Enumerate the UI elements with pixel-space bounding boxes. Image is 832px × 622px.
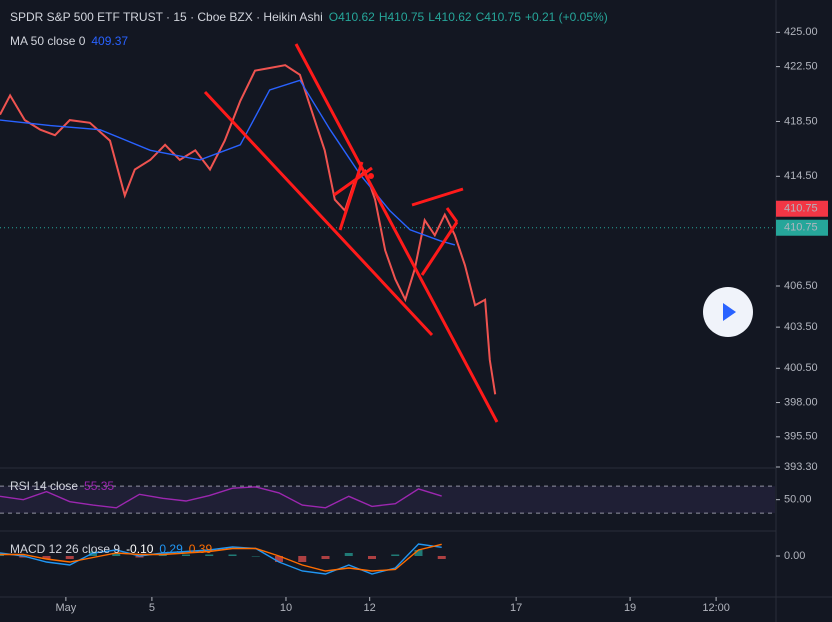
quote: +0.21 (+0.05%) [525,10,608,24]
x-tick-label: 19 [624,602,636,614]
trend-line [411,187,464,207]
price-label-box [776,200,828,217]
histogram-bar [414,550,423,556]
chart-title: SPDR S&P 500 ETF TRUST · 15 · Cboe BZX ·… [10,10,608,24]
trend-line [338,161,364,231]
y-tick-label: 395.50 [784,431,818,443]
legend-name: MACD 12 26 close 9 [10,542,120,556]
y-tick-label: 425.00 [784,26,818,38]
trend-line [445,207,459,223]
histogram-bar [228,554,237,556]
legend-name: RSI 14 close [10,479,78,493]
price-label-box [776,219,828,236]
legend-value: 55.35 [84,479,114,493]
quote: H410.75 [379,10,425,24]
drawing-handle [368,173,374,179]
quote: L410.62 [428,10,472,24]
quote: C410.75 [476,10,522,24]
trend-line [333,166,373,197]
y-tick-label: 414.50 [784,170,818,182]
legend: RSI 14 close 55.35 [10,479,114,493]
y-tick-label: 0.00 [784,550,805,562]
x-tick-label: 5 [149,602,155,614]
y-tick-label: 398.00 [784,396,818,408]
y-tick-label: 400.50 [784,362,818,374]
histogram-bar [251,556,260,557]
drawings [203,43,499,423]
y-tick-label: 50.00 [784,494,812,506]
legend: MA 50 close 0 409.37 [10,34,128,48]
y-tick-label: 393.30 [784,461,818,473]
series-line [0,79,456,246]
histogram-bar [205,554,214,556]
series-line [0,543,442,575]
histogram-bar [275,556,283,562]
series-line [0,64,497,395]
legend: MACD 12 26 close 9 -0.10 0.29 0.39 [10,542,212,556]
histogram-bar [321,556,330,559]
histogram-bar [368,556,376,559]
histogram-bar [65,556,74,559]
histogram-bar [19,556,28,558]
legend-value: 409.37 [91,34,128,48]
title: SPDR S&P 500 ETF TRUST · 15 · Cboe BZX ·… [10,10,323,24]
legend-name: MA 50 close 0 [10,34,86,48]
x-tick-label: 12 [364,602,376,614]
trend-line [294,43,499,423]
plot-layer: 425.00 422.50 418.50 414.50 406.50 403.50 400.… [0,26,828,614]
y-tick-label: 406.50 [784,280,818,292]
histogram-bar [344,553,353,556]
x-tick-label: 17 [510,602,522,614]
trend-line [203,90,434,337]
x-tick-label: May [55,602,76,614]
quote: O410.62 [329,10,375,24]
histogram-bar [158,554,167,556]
legend-value: -0.10 [126,542,154,556]
x-tick-label: 12:00 [702,602,730,614]
trend-line [420,221,459,276]
play-button[interactable] [703,287,753,337]
band-fill [0,486,775,514]
histogram-bar [298,556,307,562]
legend-value: 0.29 [159,542,183,556]
price-label: 410.75 [784,222,818,234]
price-label: 410.75 [784,203,818,215]
histogram-bar [182,554,190,556]
x-tick-label: 10 [280,602,292,614]
series-line [0,543,442,572]
play-icon[interactable] [723,303,736,321]
y-tick-label: 403.50 [784,321,818,333]
histogram-bar [391,554,400,556]
y-tick-label: 422.50 [784,61,818,73]
histogram-bar [0,554,4,556]
histogram-bar [437,556,446,559]
series-line [0,486,442,509]
y-tick-label: 418.50 [784,115,818,127]
histogram-bar [112,553,121,556]
legend-value: 0.39 [189,542,213,556]
histogram-bar [42,556,51,559]
histogram-bar [135,556,144,558]
